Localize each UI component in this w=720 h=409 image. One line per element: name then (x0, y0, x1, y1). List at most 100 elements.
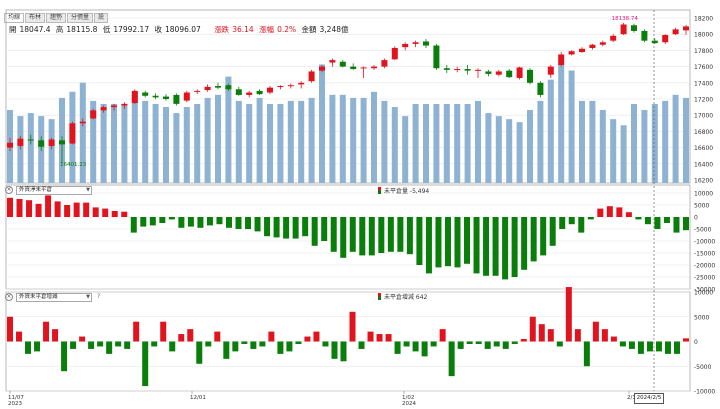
candle-body (620, 24, 627, 35)
close-value: 18096.07 (165, 25, 201, 34)
volume-bar (381, 100, 388, 183)
indicator2-bar (34, 341, 41, 352)
candle-body (131, 90, 138, 104)
candle-body (547, 66, 554, 75)
volume-bar (683, 97, 689, 183)
candle-body (225, 85, 232, 90)
close-icon[interactable]: × (5, 293, 13, 301)
indicator2-bar (358, 341, 365, 349)
candle-body (163, 96, 169, 99)
indicator1-value: 未平倉量 -5,494 (378, 186, 429, 195)
indicator1-bar (464, 217, 471, 264)
indicator2-bar (376, 334, 383, 342)
indicator1-bar (483, 217, 490, 276)
indicator1-bar (26, 200, 33, 217)
indicator1-bar (473, 217, 480, 274)
indicator1-bar (197, 217, 204, 228)
indicator1-tick-label: -30000 (694, 287, 715, 294)
volume-bar (111, 103, 117, 183)
indicator1-bar (492, 217, 499, 276)
indicator1-bar (225, 217, 232, 228)
candle-body (402, 43, 409, 48)
open-value: 18047.4 (19, 25, 51, 34)
indicator2-bar (574, 329, 581, 342)
volume-bar (547, 79, 554, 183)
close-icon[interactable]: × (5, 186, 13, 194)
indicator2-bar (529, 316, 536, 342)
volume-bar (131, 91, 138, 183)
indicator1-bar (454, 217, 461, 268)
help-icon[interactable]: ? (97, 293, 101, 300)
candle-body (246, 92, 253, 95)
price-tick-label: 18200 (694, 16, 713, 23)
volume-bar (79, 82, 86, 183)
volume-bar (610, 119, 617, 183)
candle-body (579, 48, 585, 53)
volume-bar (48, 119, 55, 183)
indicator1-bar (397, 217, 404, 252)
indicator1-bar (349, 217, 356, 252)
volume-bar (464, 103, 471, 183)
candle-body (152, 95, 159, 98)
volume-bar (183, 107, 190, 183)
date-label: 2/1 (627, 395, 636, 401)
indicator1-bar (159, 217, 166, 223)
indicator1-bar (416, 217, 423, 265)
indicator1-bar (102, 208, 109, 217)
indicator2-bar (520, 339, 527, 342)
indicator2-bar (142, 341, 149, 387)
volume-bar (152, 103, 159, 183)
price-tick-label: 16600 (694, 145, 713, 152)
indicator1-bar (311, 217, 318, 246)
indicator2-select-value: 外資未平倉增減 (19, 293, 58, 300)
indicator2-bar (340, 341, 347, 362)
candle-body (631, 25, 637, 31)
indicator2-bar (232, 341, 239, 352)
indicator1-bar (168, 217, 175, 220)
indicator1-bar (130, 217, 137, 233)
candle-body (527, 69, 533, 83)
price-tick-label: 17200 (694, 97, 713, 104)
candle-body (495, 71, 502, 75)
indicator2-bar (52, 329, 59, 342)
indicator2-bar (601, 329, 608, 342)
indicator1-bar (444, 217, 451, 267)
indicator2-bar (16, 331, 23, 342)
price-tick-label: 16400 (694, 161, 713, 168)
indicator1-tick-label: 10000 (694, 191, 713, 198)
indicator2-bar (367, 331, 374, 342)
candle-body (267, 87, 273, 93)
indicator2-bar (385, 334, 392, 342)
indicator1-bar (368, 217, 375, 256)
volume-bar (256, 97, 263, 183)
indicator2-select[interactable]: 外資未平倉增減 ▼ (16, 292, 92, 302)
indicator2-bar (565, 287, 572, 342)
indicator2-bar (592, 321, 599, 342)
candle-body (672, 29, 679, 35)
indicator1-bar (235, 217, 242, 229)
indicator1-tick-label: -20000 (694, 263, 715, 270)
volume-bar (485, 113, 492, 183)
indicator2-bar (619, 341, 626, 347)
indicator2-bar (61, 341, 68, 372)
indicator2-bar (106, 341, 113, 354)
indicator2-bar (547, 329, 554, 342)
indicator2-bar (655, 341, 662, 352)
indicator1-bar (359, 217, 366, 256)
indicator1-bar (673, 217, 680, 233)
indicator2-bar (169, 341, 176, 352)
indicator1-select[interactable]: 外資淨未平倉 ▼ (16, 185, 92, 195)
indicator2-bar (160, 321, 167, 342)
indicator2-bar (502, 341, 509, 349)
date-label: 11/07 (8, 395, 24, 401)
indicator2-bar (610, 336, 617, 342)
candle-body (433, 45, 440, 69)
indicator1-bar (149, 217, 156, 226)
cursor-date-label: 2024/2/5 (634, 393, 664, 404)
candle-body (412, 42, 419, 44)
indicator2-bar (88, 341, 95, 349)
volume-bar (360, 97, 367, 183)
volume-bar (27, 113, 34, 183)
volume-bar (215, 94, 221, 183)
